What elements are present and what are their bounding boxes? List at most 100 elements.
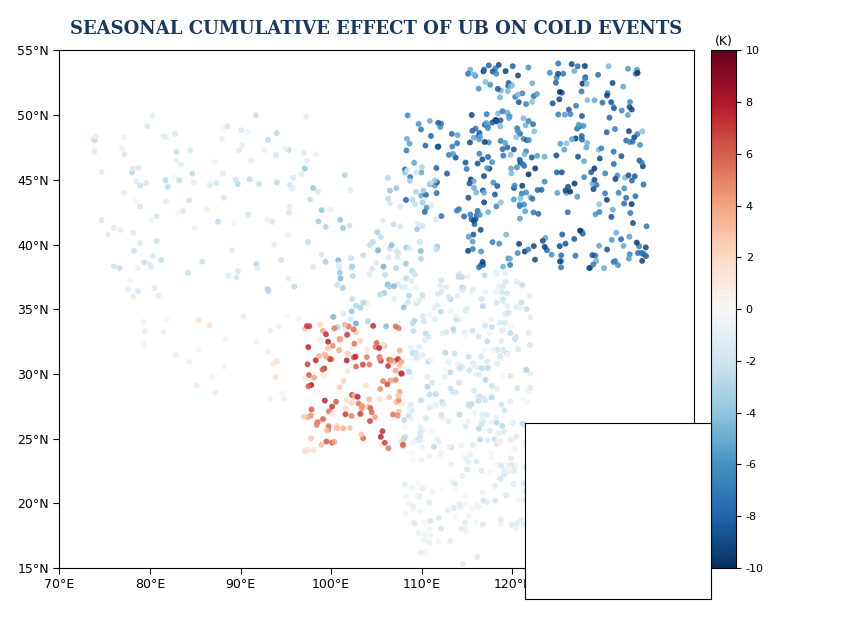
Point	[473, 370, 486, 380]
Point	[626, 136, 640, 146]
Point	[502, 308, 515, 318]
Point	[518, 487, 531, 497]
Point	[374, 432, 387, 442]
Point	[459, 158, 472, 168]
Point	[590, 256, 603, 266]
Point	[493, 436, 507, 446]
Point	[392, 395, 405, 405]
Point	[473, 128, 486, 138]
Point	[356, 360, 370, 370]
Point	[300, 155, 314, 165]
Point	[453, 269, 466, 279]
Point	[530, 185, 544, 195]
Point	[513, 201, 526, 211]
Point	[453, 410, 466, 420]
Point	[504, 168, 518, 179]
Point	[492, 60, 506, 70]
Point	[506, 80, 519, 90]
Point	[519, 365, 532, 375]
Point	[417, 195, 431, 205]
Point	[572, 120, 585, 130]
Point	[495, 288, 508, 298]
Point	[330, 421, 343, 431]
Point	[387, 219, 400, 229]
Point	[493, 351, 507, 361]
Point	[464, 64, 477, 74]
Point	[444, 306, 458, 316]
Point	[442, 357, 455, 367]
Point	[442, 416, 455, 427]
Point	[146, 251, 160, 261]
Point	[496, 106, 509, 116]
Point	[521, 244, 535, 254]
Point	[523, 452, 536, 462]
Point	[415, 396, 428, 406]
Point	[497, 281, 510, 292]
Point	[344, 253, 358, 263]
Point	[95, 215, 108, 225]
Point	[405, 483, 419, 493]
Point	[430, 188, 443, 198]
Point	[442, 292, 455, 302]
Point	[464, 363, 477, 374]
Point	[303, 321, 316, 331]
Point	[433, 122, 447, 132]
Point	[519, 206, 532, 216]
Point	[509, 432, 523, 442]
Point	[184, 145, 197, 155]
Point	[574, 225, 587, 235]
Point	[625, 105, 639, 115]
Point	[382, 392, 396, 403]
Point	[589, 209, 602, 220]
Point	[402, 403, 415, 413]
Point	[527, 91, 541, 101]
Point	[402, 411, 415, 421]
Point	[482, 61, 496, 71]
Point	[331, 280, 344, 290]
Point	[315, 205, 328, 215]
Point	[420, 413, 433, 423]
Point	[553, 256, 567, 266]
Point	[351, 392, 365, 402]
Point	[457, 451, 470, 461]
Point	[363, 240, 376, 251]
Point	[306, 262, 320, 272]
Point	[577, 121, 591, 131]
Point	[261, 215, 274, 225]
Point	[373, 290, 387, 300]
Point	[623, 232, 636, 242]
Point	[405, 353, 419, 363]
Point	[464, 450, 477, 460]
Point	[370, 338, 383, 348]
Point	[412, 296, 426, 306]
Point	[392, 323, 405, 333]
Point	[422, 331, 436, 341]
Point	[458, 330, 471, 340]
Point	[349, 351, 362, 362]
Point	[571, 61, 585, 71]
Point	[405, 194, 419, 204]
Point	[519, 99, 533, 109]
Point	[506, 61, 519, 71]
Point	[604, 97, 618, 107]
Point	[305, 380, 318, 390]
Point	[320, 437, 333, 447]
Point	[530, 151, 544, 161]
Point	[435, 485, 448, 495]
Point	[261, 285, 275, 295]
Point	[597, 263, 611, 273]
Point	[413, 237, 426, 247]
Point	[332, 262, 346, 272]
Point	[463, 401, 476, 411]
Point	[514, 193, 527, 203]
Point	[578, 74, 591, 84]
Point	[423, 451, 437, 461]
Point	[518, 161, 531, 171]
Point	[280, 312, 294, 322]
Point	[451, 130, 464, 140]
Point	[397, 441, 410, 451]
Point	[408, 520, 421, 530]
Point	[568, 179, 581, 189]
Point	[553, 139, 567, 149]
Point	[404, 276, 418, 286]
